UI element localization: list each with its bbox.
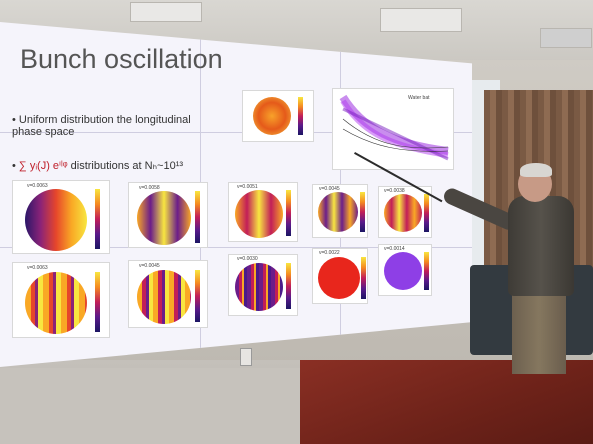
wake-plot-legend: Water bat bbox=[408, 95, 430, 101]
desk bbox=[300, 360, 593, 444]
mode-panel: ν=0.0063 bbox=[12, 180, 110, 254]
presenter-legs bbox=[512, 288, 566, 374]
presenter-body bbox=[508, 196, 574, 296]
screen-seam bbox=[0, 247, 472, 248]
mode-panel: ν=0.0038 bbox=[378, 186, 432, 238]
slide-title: Bunch oscillation bbox=[20, 44, 223, 74]
mode-panel: ν=0.0058 bbox=[128, 182, 208, 248]
screen-seam bbox=[0, 132, 472, 133]
ceiling-light bbox=[130, 2, 202, 22]
wake-plot-lines bbox=[339, 94, 449, 161]
wall-socket bbox=[240, 348, 252, 366]
slide-bullet-2: • ∑ yᵢ(J) eⁱˡᵠ distributions at Nₕ~10¹³ bbox=[12, 160, 184, 172]
wake-plot: Water bat bbox=[332, 88, 454, 170]
ceiling-vent bbox=[540, 28, 592, 48]
presenter-hair bbox=[520, 163, 552, 177]
slide-bullet-1: • Uniform distribution the longitudinal … bbox=[12, 114, 191, 138]
projection-screen: Bunch oscillation • Uniform distribution… bbox=[0, 22, 472, 367]
mode-panel: ν=0.0014 bbox=[378, 244, 432, 296]
mode-panel: ν=0.0022 bbox=[312, 248, 368, 304]
phase-space-panel bbox=[242, 90, 314, 142]
mode-panel: ν=0.0063 bbox=[12, 262, 110, 338]
mode-panel: ν=0.0045 bbox=[312, 184, 368, 238]
mode-panel: ν=0.0045 bbox=[128, 260, 208, 328]
ceiling-light bbox=[380, 8, 462, 32]
wall-base bbox=[0, 368, 305, 444]
mode-panel: ν=0.0030 bbox=[228, 254, 298, 316]
mode-panel: ν=0.0051 bbox=[228, 182, 298, 242]
